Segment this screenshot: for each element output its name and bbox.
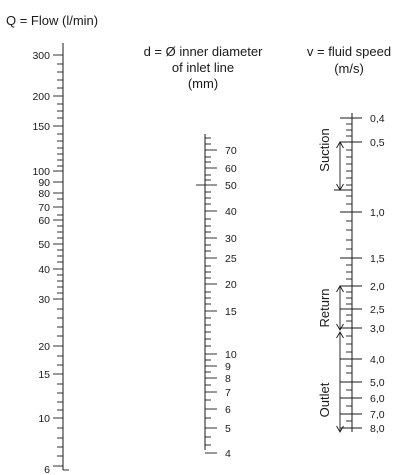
speed-label: 3,0 xyxy=(370,323,385,335)
flow-ticks xyxy=(53,54,69,471)
flow-label: 10 xyxy=(38,413,50,425)
diameter-label: 4 xyxy=(225,448,231,460)
speed-label: 2,0 xyxy=(370,281,385,293)
flow-label: 90 xyxy=(38,177,50,189)
diameter-label: 60 xyxy=(225,163,237,175)
diameter-label: 30 xyxy=(225,233,237,245)
speed-label: 8,0 xyxy=(370,423,385,435)
diameter-ticks xyxy=(196,137,217,454)
speed-axis-title-line1: v = fluid speed xyxy=(307,44,391,59)
return-range: Return xyxy=(317,285,344,331)
return-range-label: Return xyxy=(317,288,332,327)
diameter-label: 70 xyxy=(225,145,237,157)
flow-label: 200 xyxy=(32,91,50,103)
speed-label: 0,4 xyxy=(370,113,385,125)
flow-label: 100 xyxy=(32,166,50,178)
flow-label: 20 xyxy=(38,341,50,353)
outlet-range: Outlet xyxy=(317,331,344,433)
speed-scale: 0,4 0,5 1,0 1,5 2,0 2,5 3,0 4,0 5,0 6,0 … xyxy=(317,113,385,435)
speed-label: 0,5 xyxy=(370,137,385,149)
suction-range: Suction xyxy=(317,128,344,191)
diameter-label: 7 xyxy=(225,387,231,399)
flow-label: 50 xyxy=(38,239,50,251)
speed-label: 5,0 xyxy=(370,377,385,389)
flow-label: 80 xyxy=(38,188,50,200)
speed-axis-title-line2: (m/s) xyxy=(334,61,364,76)
diameter-label: 5 xyxy=(225,423,231,435)
diameter-label: 10 xyxy=(225,349,237,361)
speed-label: 1,5 xyxy=(370,253,385,265)
flow-axis-title: Q = Flow (l/min) xyxy=(6,13,98,28)
diameter-label: 8 xyxy=(225,373,231,385)
flow-label: 30 xyxy=(38,294,50,306)
diameter-labels: 70 60 50 40 30 25 20 15 10 9 8 7 6 5 4 xyxy=(225,145,237,460)
speed-ticks xyxy=(334,117,362,429)
speed-label: 6,0 xyxy=(370,393,385,405)
diameter-label: 6 xyxy=(225,404,231,416)
speed-label: 7,0 xyxy=(370,409,385,421)
speed-labels: 0,4 0,5 1,0 1,5 2,0 2,5 3,0 4,0 5,0 6,0 … xyxy=(370,113,385,435)
flow-scale: 300 200 150 100 90 80 70 60 50 40 30 20 … xyxy=(32,43,69,475)
diameter-scale: 70 60 50 40 30 25 20 15 10 9 8 7 6 5 4 xyxy=(196,134,237,460)
speed-label: 4,0 xyxy=(370,354,385,366)
diameter-axis-title-line3: (mm) xyxy=(188,76,218,91)
flow-label: 300 xyxy=(32,50,50,62)
diameter-label: 25 xyxy=(225,253,237,265)
flow-label: 70 xyxy=(38,202,50,214)
suction-range-label: Suction xyxy=(317,128,332,171)
diameter-label: 20 xyxy=(225,279,237,291)
speed-label: 2,5 xyxy=(370,304,385,316)
diameter-label: 15 xyxy=(225,306,237,318)
diameter-axis-title-line1: d = Ø inner diameter xyxy=(144,44,264,59)
flow-label: 150 xyxy=(32,121,50,133)
diameter-axis-title-line2: of inlet line xyxy=(172,60,234,75)
speed-label: 1,0 xyxy=(370,207,385,219)
flow-label: 40 xyxy=(38,264,50,276)
flow-label: 15 xyxy=(38,369,50,381)
flow-label: 60 xyxy=(38,215,50,227)
diameter-label: 40 xyxy=(225,206,237,218)
flow-labels: 300 200 150 100 90 80 70 60 50 40 30 20 … xyxy=(32,50,50,475)
diameter-label: 9 xyxy=(225,361,231,373)
outlet-range-label: Outlet xyxy=(317,382,332,417)
diameter-label: 50 xyxy=(225,180,237,192)
flow-label: 6 xyxy=(44,464,50,475)
